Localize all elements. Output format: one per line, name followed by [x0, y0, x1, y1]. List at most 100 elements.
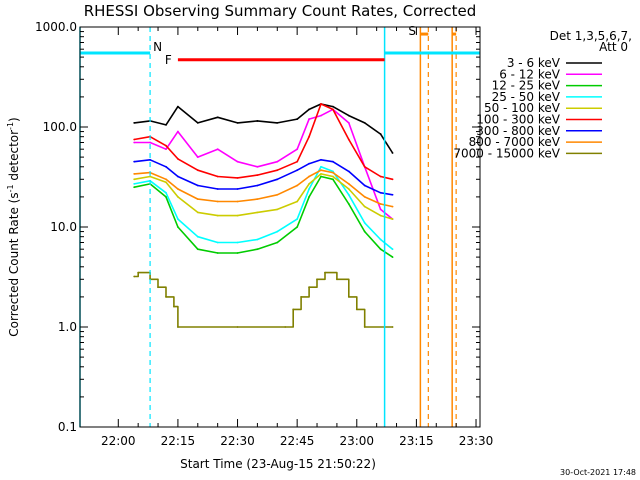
data-point-6-12-kev — [296, 148, 299, 151]
data-point-12-25-kev — [236, 252, 239, 254]
data-point-300-800-kev — [149, 158, 151, 161]
data-point-800-7000-kev — [236, 200, 239, 203]
data-point-300-800-kev — [236, 188, 239, 190]
data-point-7000-15000-kev — [316, 278, 318, 281]
data-point-50-100-kev — [236, 214, 239, 217]
data-point-25-50-kev — [165, 191, 167, 194]
y-tick-label-4: 1000.0 — [35, 20, 77, 34]
data-point-12-25-kev — [379, 248, 382, 251]
data-point-12-25-kev — [391, 256, 394, 259]
data-point-7000-15000-kev — [173, 305, 175, 308]
data-point-25-50-kev — [236, 241, 239, 244]
data-point-800-7000-kev — [320, 169, 322, 172]
data-point-12-25-kev — [347, 203, 350, 205]
data-point-100-300-kev — [391, 178, 394, 181]
y-tick-label-3: 100.0 — [43, 120, 77, 134]
data-point-300-800-kev — [296, 169, 299, 172]
data-point-100-300-kev — [308, 135, 310, 138]
x-tick-label-4: 23:00 — [339, 434, 374, 448]
data-point-300-800-kev — [391, 193, 394, 196]
y-axis-label-sup2: -1 — [6, 122, 15, 130]
x-tick-label-2: 22:30 — [220, 434, 255, 448]
data-point-6-12-kev — [196, 156, 199, 159]
data-point-100-300-kev — [296, 160, 299, 163]
data-point-12-25-kev — [133, 186, 136, 189]
data-point-7000-15000-kev — [308, 286, 310, 289]
data-point-7000-15000-kev — [300, 295, 303, 298]
data-point-12-25-kev — [363, 230, 366, 233]
data-point-50-100-kev — [196, 211, 199, 214]
flare-label: F — [165, 53, 172, 67]
data-point-300-800-kev — [379, 191, 382, 194]
data-point-800-7000-kev — [196, 198, 199, 201]
x-tick-label-3: 22:45 — [280, 434, 315, 448]
axis-layer: 22:00 22:15 22:30 22:45 23:00 23:15 23:30 0.1 1.… — [35, 20, 493, 448]
data-point-7000-15000-kev — [363, 326, 366, 328]
data-point-800-7000-kev — [276, 193, 279, 196]
x-tick-label-1: 22:15 — [161, 434, 196, 448]
data-point-100-300-kev — [165, 144, 167, 147]
data-point-3-6-kev — [256, 120, 259, 122]
data-point-12-25-kev — [332, 178, 334, 181]
data-point-3-6-kev — [177, 105, 179, 108]
y-tick-label-2: 10.0 — [50, 220, 77, 234]
series-line-7000-15000-kev — [134, 271, 393, 328]
data-point-7000-15000-kev — [336, 278, 338, 281]
data-point-3-6-kev — [133, 121, 136, 124]
data-point-25-50-kev — [347, 193, 350, 196]
legend-header-line2: Att 0 — [599, 40, 628, 54]
data-point-12-25-kev — [296, 226, 299, 228]
data-point-7000-15000-kev — [284, 326, 287, 328]
data-point-100-300-kev — [332, 108, 334, 111]
data-point-800-7000-kev — [363, 195, 366, 198]
y-axis-label: Corrected Count Rate (s-1 detector-1) — [6, 117, 21, 336]
data-point-50-100-kev — [308, 182, 310, 185]
data-point-3-6-kev — [363, 121, 366, 124]
data-point-7000-15000-kev — [177, 326, 179, 328]
data-point-300-800-kev — [165, 165, 167, 168]
night-label: N — [153, 40, 162, 54]
data-point-25-50-kev — [177, 218, 179, 220]
data-point-300-800-kev — [133, 160, 136, 163]
data-point-50-100-kev — [296, 200, 299, 203]
data-point-7000-15000-kev — [236, 326, 239, 328]
data-point-100-300-kev — [276, 169, 279, 172]
data-point-3-6-kev — [236, 121, 239, 124]
data-point-300-800-kev — [276, 178, 279, 181]
data-point-25-50-kev — [133, 182, 136, 185]
legend-label-7000-15000-kev: 7000 - 15000 keV — [453, 146, 560, 160]
data-point-100-300-kev — [363, 165, 366, 168]
data-point-800-7000-kev — [391, 205, 394, 208]
data-point-12-25-kev — [320, 175, 322, 178]
legend-label-50-100-kev: 50 - 100 keV — [484, 101, 561, 115]
legend-label-100-300-kev: 100 - 300 keV — [476, 113, 560, 127]
series-layer — [133, 103, 394, 328]
data-point-800-7000-kev — [256, 198, 259, 201]
data-point-3-6-kev — [216, 116, 219, 119]
data-point-50-100-kev — [177, 195, 179, 198]
data-point-7000-15000-kev — [324, 271, 326, 274]
y-axis-label-mid: detector — [7, 130, 21, 185]
x-tick-label-6: 23:30 — [459, 434, 494, 448]
data-point-6-12-kev — [379, 208, 382, 211]
data-point-6-12-kev — [133, 141, 136, 144]
y-tick-label-0: 0.1 — [58, 420, 77, 434]
data-point-50-100-kev — [216, 214, 219, 217]
data-point-3-6-kev — [347, 114, 350, 117]
data-point-3-6-kev — [379, 133, 382, 135]
data-point-50-100-kev — [363, 205, 366, 208]
y-axis-label-sup1: -1 — [6, 184, 15, 192]
data-point-6-12-kev — [149, 141, 151, 144]
data-point-50-100-kev — [149, 175, 151, 178]
data-point-6-12-kev — [347, 121, 350, 124]
data-point-12-25-kev — [216, 252, 219, 254]
legend-header-line1: Det 1,3,5,6,7, — [550, 29, 632, 43]
data-point-7000-15000-kev — [347, 295, 350, 298]
legend-label-6-12-kev: 6 - 12 keV — [499, 67, 561, 81]
data-point-25-50-kev — [296, 218, 299, 220]
data-point-12-25-kev — [196, 248, 199, 251]
legend-label-25-50-kev: 25 - 50 keV — [492, 90, 561, 104]
data-point-7000-15000-kev — [355, 308, 358, 311]
data-point-7000-15000-kev — [391, 326, 394, 328]
